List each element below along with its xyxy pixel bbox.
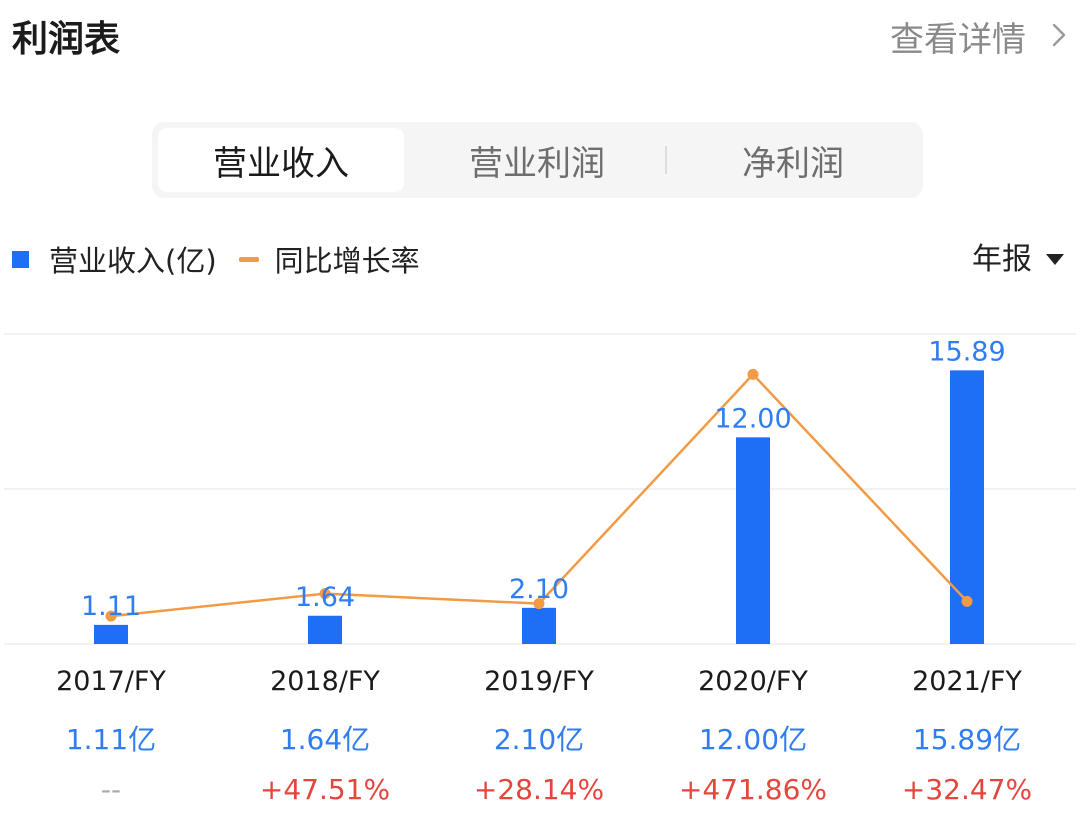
bar	[736, 437, 770, 644]
bar	[308, 615, 342, 644]
view-details-label: 查看详情	[890, 20, 1026, 60]
bar	[522, 607, 556, 644]
revenue-value-cell: 2.10亿	[493, 723, 585, 756]
growth-point	[747, 368, 759, 380]
period-label: 年报	[972, 242, 1032, 277]
growth-rate-cell: +32.47%	[901, 773, 1033, 806]
tab-operating-profit[interactable]: 营业利润	[469, 143, 605, 184]
caret-down-icon	[1046, 239, 1064, 274]
growth-point	[105, 610, 117, 622]
bar	[94, 624, 128, 644]
x-tick-label: 2019/FY	[484, 666, 594, 697]
chart-legend: 营业收入(亿) 同比增长率	[12, 238, 420, 280]
x-tick-label: 2018/FY	[270, 666, 380, 697]
x-tick-label: 2020/FY	[698, 666, 808, 697]
chevron-right-icon	[1052, 23, 1066, 51]
legend-revenue-label: 营业收入(亿)	[49, 244, 217, 278]
revenue-value-cell: 1.11亿	[65, 723, 157, 756]
period-dropdown[interactable]: 年报	[972, 234, 1064, 278]
page-title: 利润表	[12, 19, 121, 60]
bar-value-label: 1.64	[295, 582, 355, 613]
x-tick-label: 2017/FY	[56, 666, 166, 697]
tab-divider	[665, 146, 667, 174]
growth-point	[533, 598, 545, 610]
growth-point	[319, 588, 331, 600]
bar-value-label: 12.00	[714, 403, 791, 434]
tab-revenue[interactable]: 营业收入	[158, 128, 404, 192]
growth-rate-cell: +28.14%	[473, 773, 605, 806]
growth-rate-cell: --	[100, 773, 122, 806]
bar-value-label: 1.11	[81, 591, 141, 622]
view-details-link[interactable]: 查看详情	[890, 12, 1066, 61]
revenue-value-cell: 12.00亿	[698, 723, 808, 756]
revenue-value-cell: 15.89亿	[912, 723, 1022, 756]
line-legend-swatch	[238, 256, 259, 262]
bar-legend-swatch	[12, 250, 29, 268]
growth-rate-cell: +47.51%	[259, 773, 391, 806]
growth-rate-cell: +471.86%	[678, 773, 828, 806]
growth-point	[961, 595, 973, 607]
metric-tabs: 营业收入 营业利润 净利润	[152, 122, 923, 198]
tab-net-profit[interactable]: 净利润	[742, 143, 844, 184]
bar-value-label: 2.10	[509, 574, 569, 605]
revenue-value-cell: 1.64亿	[279, 723, 371, 756]
revenue-chart: 1.11 1.64 2.10 12.00 15.89	[4, 333, 1076, 645]
legend-growth-label: 同比增长率	[274, 244, 420, 278]
bar-value-label: 15.89	[928, 336, 1005, 367]
x-tick-label: 2021/FY	[912, 666, 1022, 697]
